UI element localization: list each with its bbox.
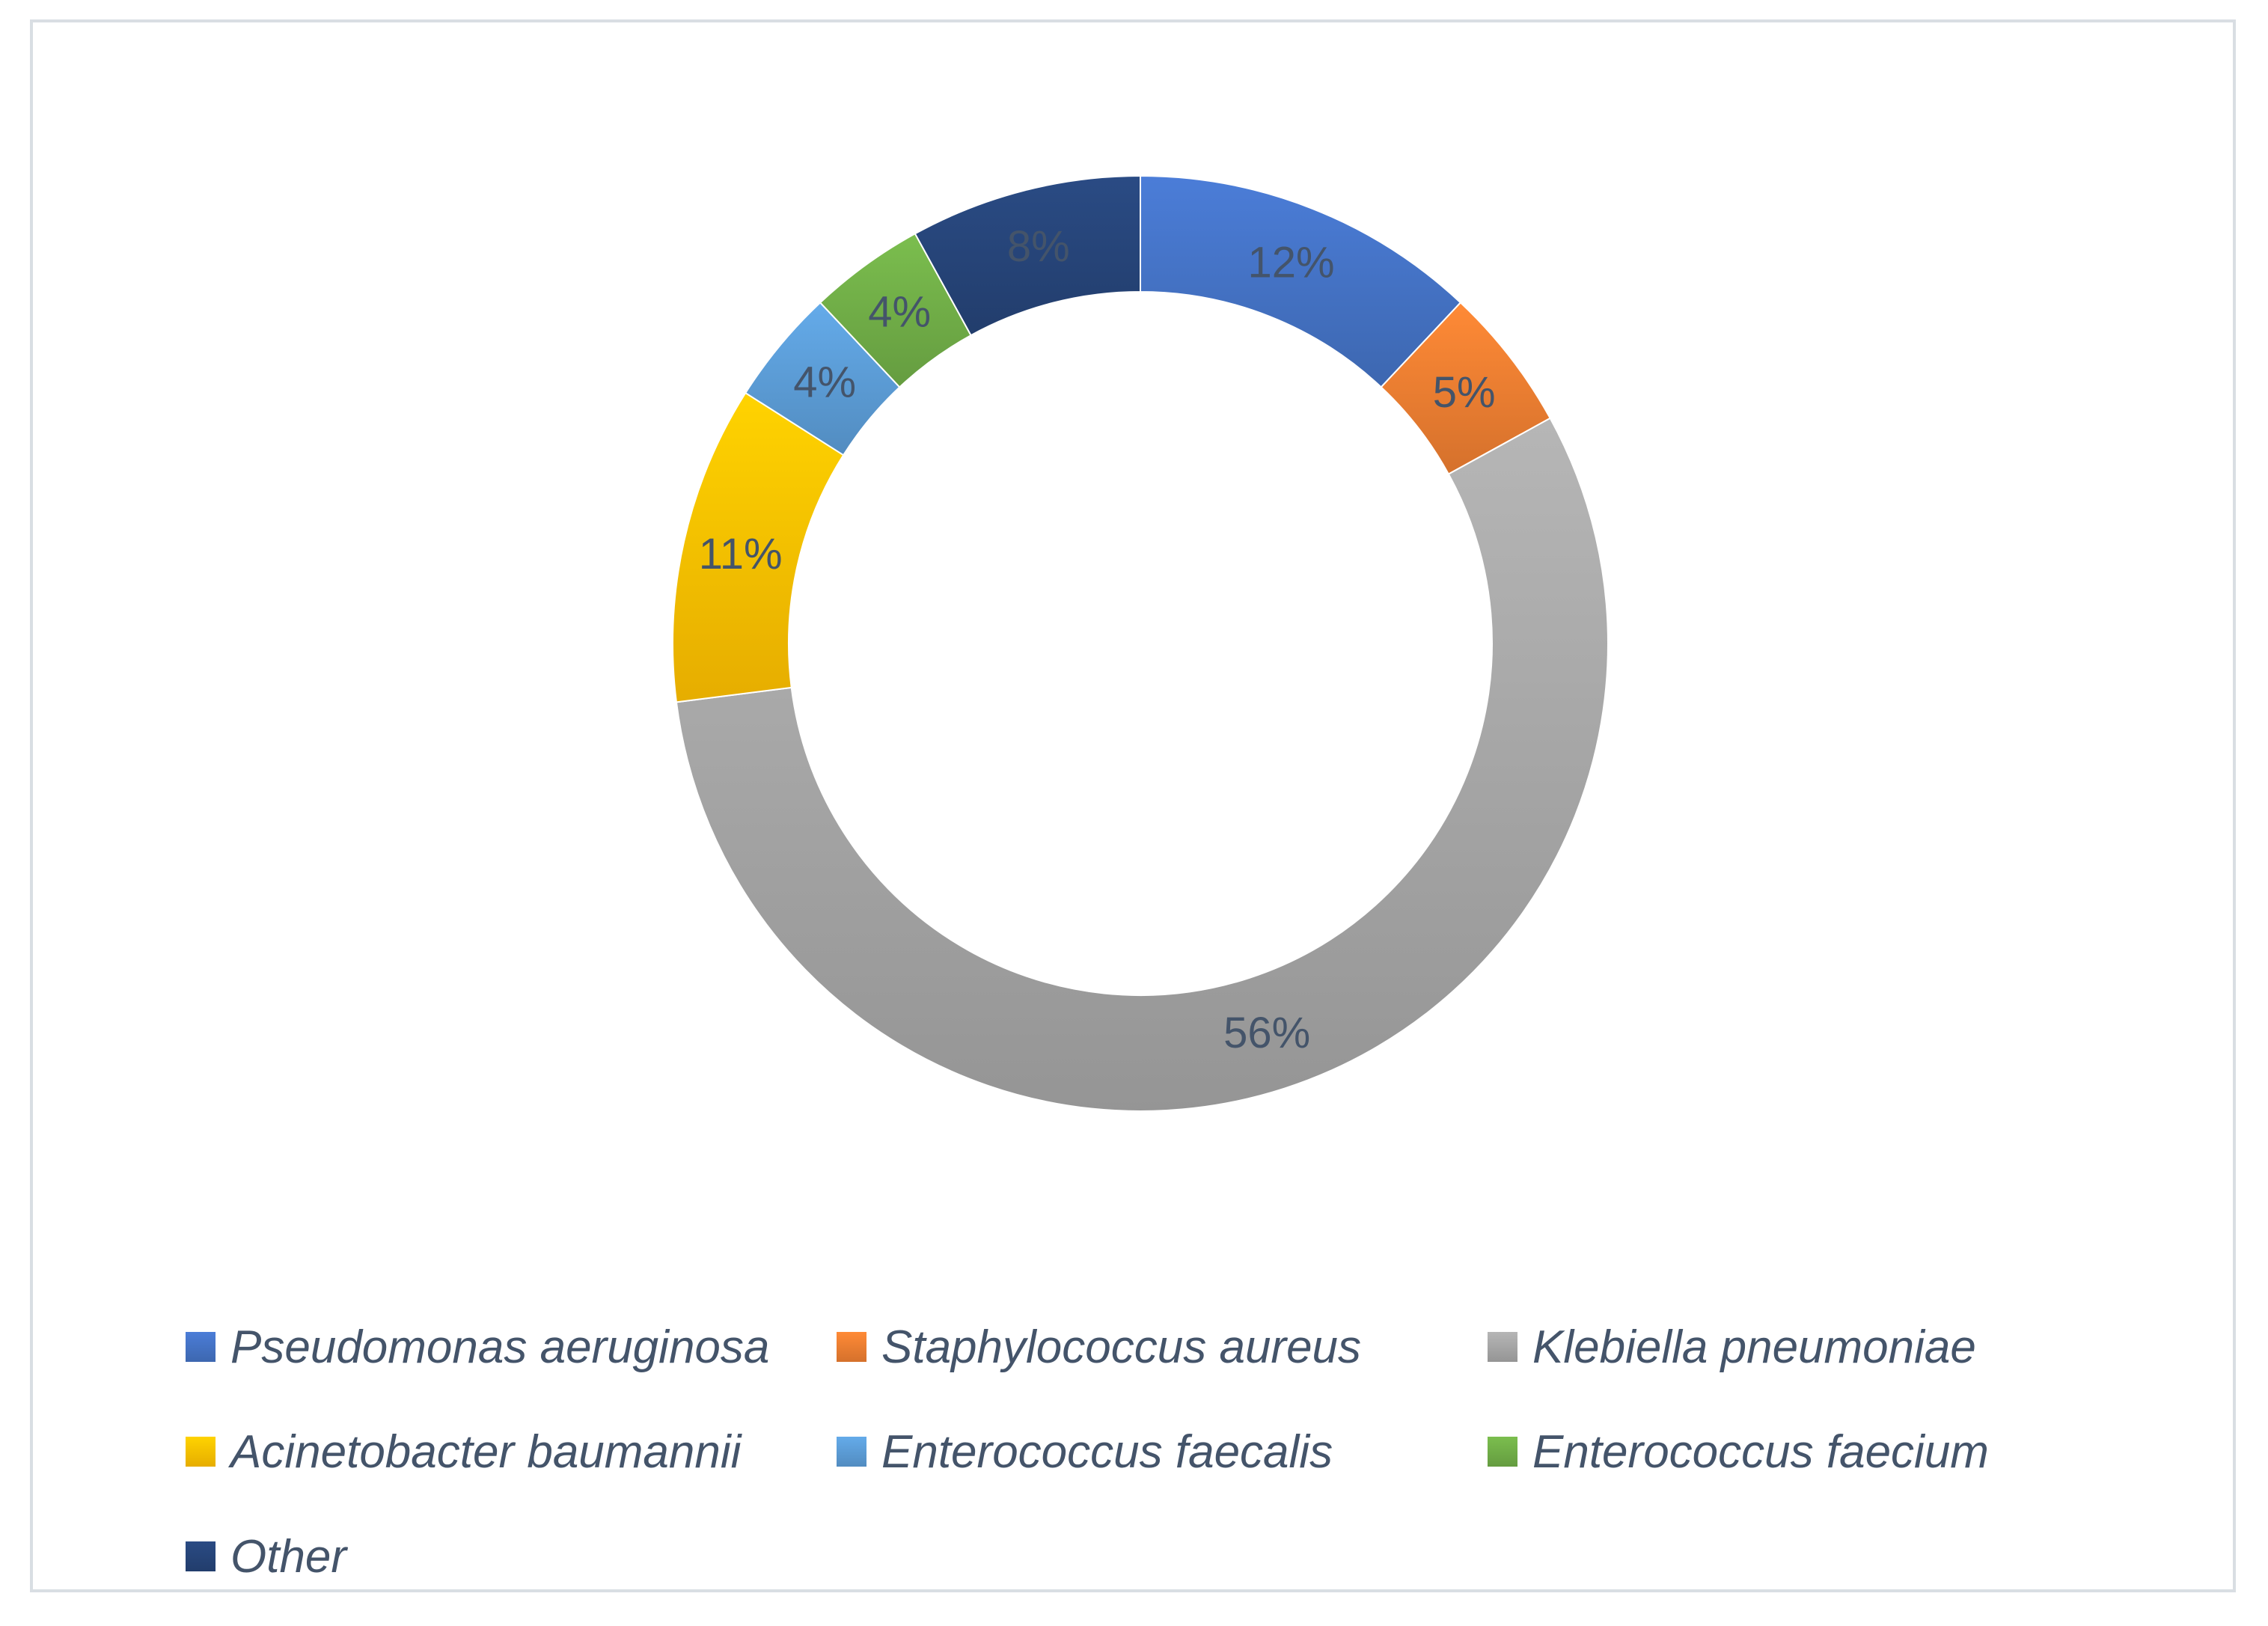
data-label-other: 8% — [1007, 222, 1070, 271]
legend-label: Enterococcus faecium — [1532, 1425, 1989, 1478]
legend-swatch — [186, 1437, 216, 1467]
data-label-enterococcus-faecalis: 4% — [793, 358, 856, 407]
donut-chart: 12% 5% 56% 11% 4%4% 8% — [672, 174, 1609, 1112]
legend-label: Enterococcus faecalis — [881, 1425, 1333, 1478]
legend-label: Other — [230, 1530, 347, 1583]
legend-item-klebiella-pneumoniae: Klebiella pneumoniae — [1488, 1295, 2139, 1399]
legend-label: Klebiella pneumoniae — [1532, 1321, 1976, 1373]
data-label-klebiella-pneumoniae: 56% — [1223, 1009, 1310, 1057]
legend-swatch — [186, 1541, 216, 1571]
legend-swatch — [1488, 1332, 1517, 1362]
legend-item-other: Other — [186, 1504, 837, 1609]
donut-slice-klebiella-pneumoniae — [675, 417, 1609, 1112]
legend-item-acinetobacter-baumannii: Acinetobacter baumannii — [186, 1399, 837, 1504]
legend-item-pseudomonas-aeruginosa: Pseudomonas aeruginosa — [186, 1295, 837, 1399]
legend-label: Staphylococcus aureus — [881, 1321, 1362, 1373]
legend-item-staphylococcus-aureus: Staphylococcus aureus — [837, 1295, 1488, 1399]
legend-item-enterococcus-faecium: Enterococcus faecium — [1488, 1399, 2139, 1504]
chart-frame: 12% 5% 56% 11% 4% 4% 8% Pseudomonas aeruginosa… — [30, 19, 2236, 1592]
legend-swatch — [186, 1332, 216, 1362]
data-label-staphylococcus-aureus: 5% — [1433, 368, 1496, 417]
data-label-pseudomonas-aeruginosa: 12% — [1248, 238, 1335, 287]
donut-slice-other — [914, 174, 1141, 337]
legend-swatch — [837, 1437, 866, 1467]
legend-label: Pseudomonas aeruginosa — [230, 1321, 770, 1373]
chart-legend: Pseudomonas aeruginosa Staphylococcus aur… — [186, 1295, 2206, 1609]
legend-swatch — [837, 1332, 866, 1362]
legend-item-enterococcus-faecalis: Enterococcus faecalis — [837, 1399, 1488, 1504]
data-label-acinetobacter-baumannii: 11% — [699, 530, 783, 578]
legend-label: Acinetobacter baumannii — [230, 1425, 742, 1478]
data-label-enterococcus-faecium: 4% — [868, 288, 931, 337]
legend-swatch — [1488, 1437, 1517, 1467]
